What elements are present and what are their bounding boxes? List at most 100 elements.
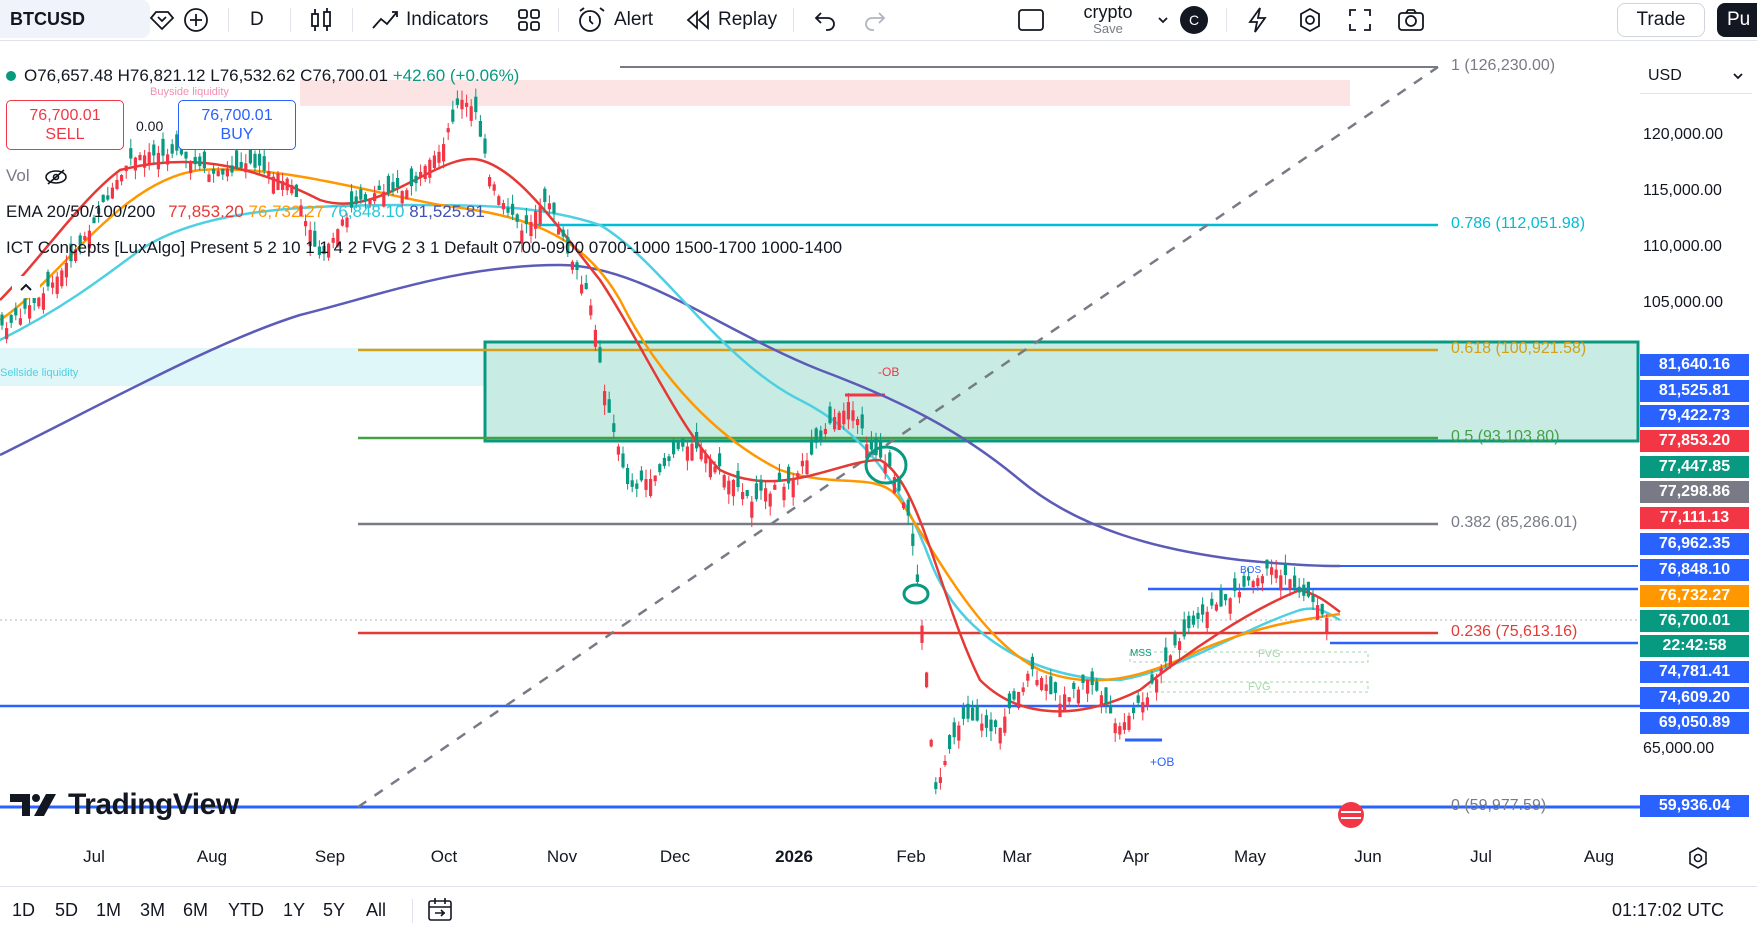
alert-button[interactable]: Alert [576,0,653,40]
tradingview-logo-text: TradingView [68,788,239,821]
rewind-icon [686,9,709,31]
settings-gear-icon[interactable] [1296,0,1324,40]
camera-icon[interactable] [1396,0,1426,40]
replay-button[interactable]: Replay [684,0,777,40]
eye-hidden-icon [45,168,68,185]
price-tag: 59,936.04 [1640,795,1749,817]
price-tag: 77,298.86 [1640,481,1749,503]
buy-price: 76,700.01 [201,107,273,124]
ema200-line [0,263,1341,568]
sell-price: 76,700.01 [29,107,101,124]
fib-label-1: 1 (126,230.00) [1451,57,1556,74]
layout-square-icon[interactable] [1016,0,1046,40]
chevron-down-icon[interactable] [1156,0,1170,40]
fvg-label-2: FVG [1248,681,1271,693]
price-tick: 115,000.00 [1643,182,1722,199]
time-tick: May [1233,847,1267,866]
utc-clock[interactable]: 01:17:02 UTC [1612,899,1725,920]
templates-icon[interactable] [516,0,542,40]
volume-legend[interactable]: Vol [6,166,68,186]
fib-label-0618: 0.618 (100,921.58) [1451,340,1587,357]
fib-label-05: 0.5 (93,103.80) [1451,428,1560,445]
indicators-label: Indicators [406,9,489,30]
range-3m[interactable]: 3M [140,899,166,920]
time-tick: Oct [430,847,458,866]
indicators-button[interactable]: Indicators [370,0,488,40]
swing-marker-small [902,583,930,605]
redo-icon[interactable] [862,0,888,40]
range-6m[interactable]: 6M [183,899,209,920]
range-1m[interactable]: 1M [96,899,122,920]
fvg-zone-1 [1129,651,1369,663]
indicators-icon [372,11,398,29]
quick-search-icon[interactable] [1244,0,1272,40]
top-toolbar: BTCUSD D Indicators Alert Replay crypto … [0,0,1757,41]
replay-label: Replay [718,9,778,30]
price-chart-canvas[interactable] [0,48,1757,900]
candlestick-series [0,88,1329,795]
time-tick: Apr [1122,847,1150,866]
tradingview-logo-icon [10,794,56,816]
ema-legend[interactable]: EMA 20/50/100/200 77,853.20 76,732.27 76… [6,202,485,222]
sellside-liquidity-zone [0,348,500,386]
ema20-value: 77,853.20 [168,202,244,221]
time-tick: Nov [546,847,578,866]
ema-legend-title: EMA 20/50/100/200 [6,202,156,221]
range-all[interactable]: All [366,899,387,920]
bottom-toolbar: 1D 5D 1M 3M 6M YTD 1Y 5Y All 01:17:02 UT… [0,886,1757,933]
symbol-label: BTCUSD [10,8,85,29]
currency-select[interactable]: USD [1640,58,1752,94]
compare-add-icon[interactable] [182,0,210,40]
avatar[interactable]: C [1180,0,1208,40]
range-5d[interactable]: 5D [55,899,79,920]
price-tag: 76,848.10 [1640,559,1749,581]
buy-button[interactable]: 76,700.01 BUY [178,100,296,150]
interval-button[interactable]: D [250,0,264,40]
price-tag: 76,700.01 [1640,610,1749,632]
bear-ob-label: -OB [878,365,900,379]
publish-button[interactable]: Pu [1717,3,1757,37]
chart-settings-gear-icon[interactable] [1686,846,1710,875]
price-tag: 81,640.16 [1640,354,1749,376]
us-flag-icon[interactable] [1338,802,1364,828]
collapse-legend-chevron-up-icon[interactable] [12,276,40,298]
alarm-clock-icon [579,7,605,32]
date-range-calendar-icon[interactable] [426,887,454,933]
trade-label: Trade [1636,9,1686,30]
swing-marker [864,445,908,485]
ict-concepts-legend[interactable]: ICT Concepts [LuxAlgo] Present 5 2 10 1 … [6,238,843,257]
ema50-value: 76,732.27 [248,202,325,221]
symbol-search[interactable]: BTCUSD [0,0,150,38]
range-ytd[interactable]: YTD [228,899,264,920]
mss-label: MSS [1130,648,1152,659]
sell-button[interactable]: 76,700.01 SELL [6,100,124,150]
price-tag: 76,962.35 [1640,533,1749,555]
time-tick: Aug [1583,847,1615,866]
fvg-zone-2 [1149,681,1369,693]
candles-icon[interactable] [308,0,334,40]
layout-name[interactable]: crypto Save [1063,2,1153,36]
undo-icon[interactable] [812,0,838,40]
layout-title: crypto [1083,2,1133,22]
range-1y[interactable]: 1Y [283,899,306,920]
ema100-line [0,203,1341,682]
fullscreen-icon[interactable] [1346,0,1374,40]
trade-button[interactable]: Trade [1617,3,1705,37]
buyside-label: Buyside liquidity [150,86,229,98]
range-1d[interactable]: 1D [12,899,36,920]
interval-label: D [250,9,264,30]
ohlc-open: O76,657.48 [24,66,113,85]
diamond-icon[interactable] [148,0,176,40]
ohlc-low: L76,532.62 [210,66,296,85]
currency-label: USD [1648,66,1682,84]
chevron-down-icon [1733,72,1743,79]
price-tag: 79,422.73 [1640,405,1749,427]
buy-label: BUY [220,126,254,143]
time-tick: Aug [196,847,228,866]
price-tag: 69,050.89 [1640,712,1749,734]
range-5y[interactable]: 5Y [323,899,346,920]
ohlc-high: H76,821.12 [117,66,206,85]
alert-label: Alert [614,9,654,30]
fib-label-0382: 0.382 (85,286.01) [1451,514,1578,531]
ema200-value: 81,525.81 [409,202,485,221]
